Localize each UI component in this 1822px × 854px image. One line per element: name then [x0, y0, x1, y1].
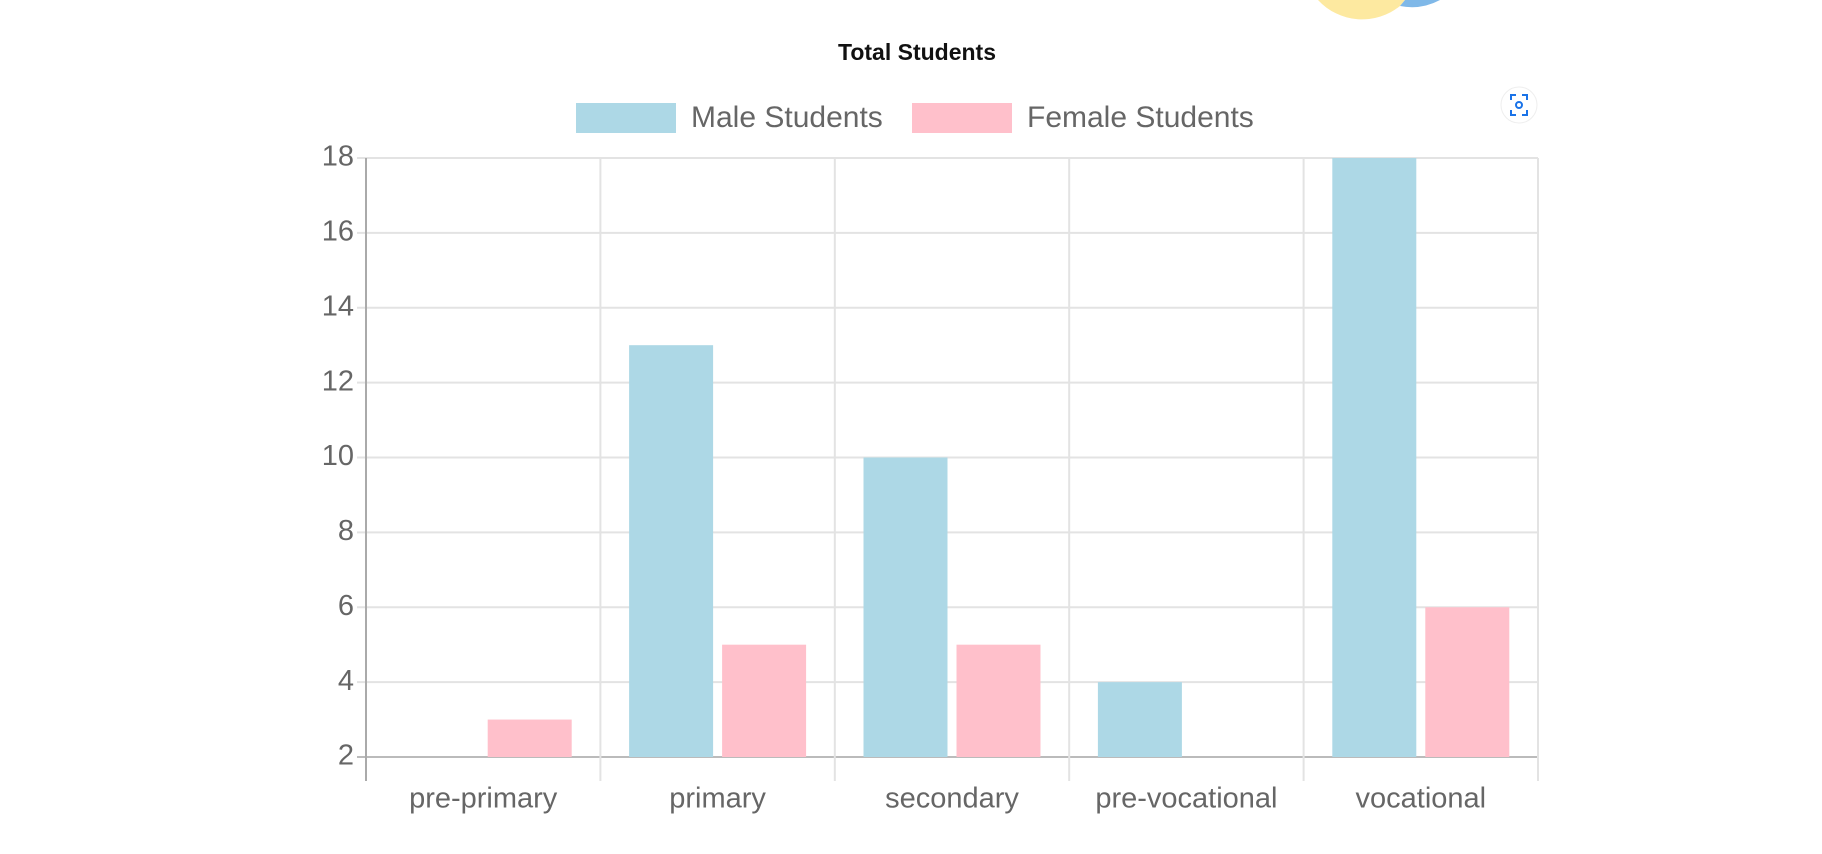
bar — [956, 644, 1041, 757]
y-tick-label: 8 — [338, 515, 354, 547]
x-tick-label: secondary — [885, 783, 1019, 815]
y-tick-label: 10 — [322, 440, 354, 472]
y-tick-label: 2 — [338, 740, 354, 772]
legend-label: Female Students — [1027, 101, 1254, 134]
y-tick-label: 4 — [338, 665, 354, 697]
pie-fragment — [1318, 0, 1405, 20]
x-tick-label: primary — [669, 783, 766, 815]
chart-title: Total Students — [838, 39, 996, 65]
y-tick-label: 16 — [322, 216, 354, 248]
x-tick-label: pre-vocational — [1095, 783, 1277, 815]
legend-swatch — [912, 103, 1012, 133]
bar — [722, 644, 807, 757]
y-tick-label: 18 — [322, 141, 354, 173]
bar — [487, 719, 572, 757]
pie-fragment — [1400, 0, 1440, 8]
y-tick-label: 12 — [322, 365, 354, 397]
x-tick-label: vocational — [1356, 783, 1487, 815]
bar — [1425, 607, 1510, 757]
x-tick-label: pre-primary — [409, 783, 558, 815]
bar — [1332, 158, 1417, 757]
bar — [1097, 682, 1182, 757]
legend-swatch — [576, 103, 676, 133]
bar — [629, 345, 714, 757]
expand-button[interactable] — [1500, 86, 1538, 124]
bar — [863, 457, 948, 757]
y-tick-label: 14 — [322, 290, 354, 322]
y-tick-label: 6 — [338, 590, 354, 622]
legend-label: Male Students — [691, 101, 883, 134]
